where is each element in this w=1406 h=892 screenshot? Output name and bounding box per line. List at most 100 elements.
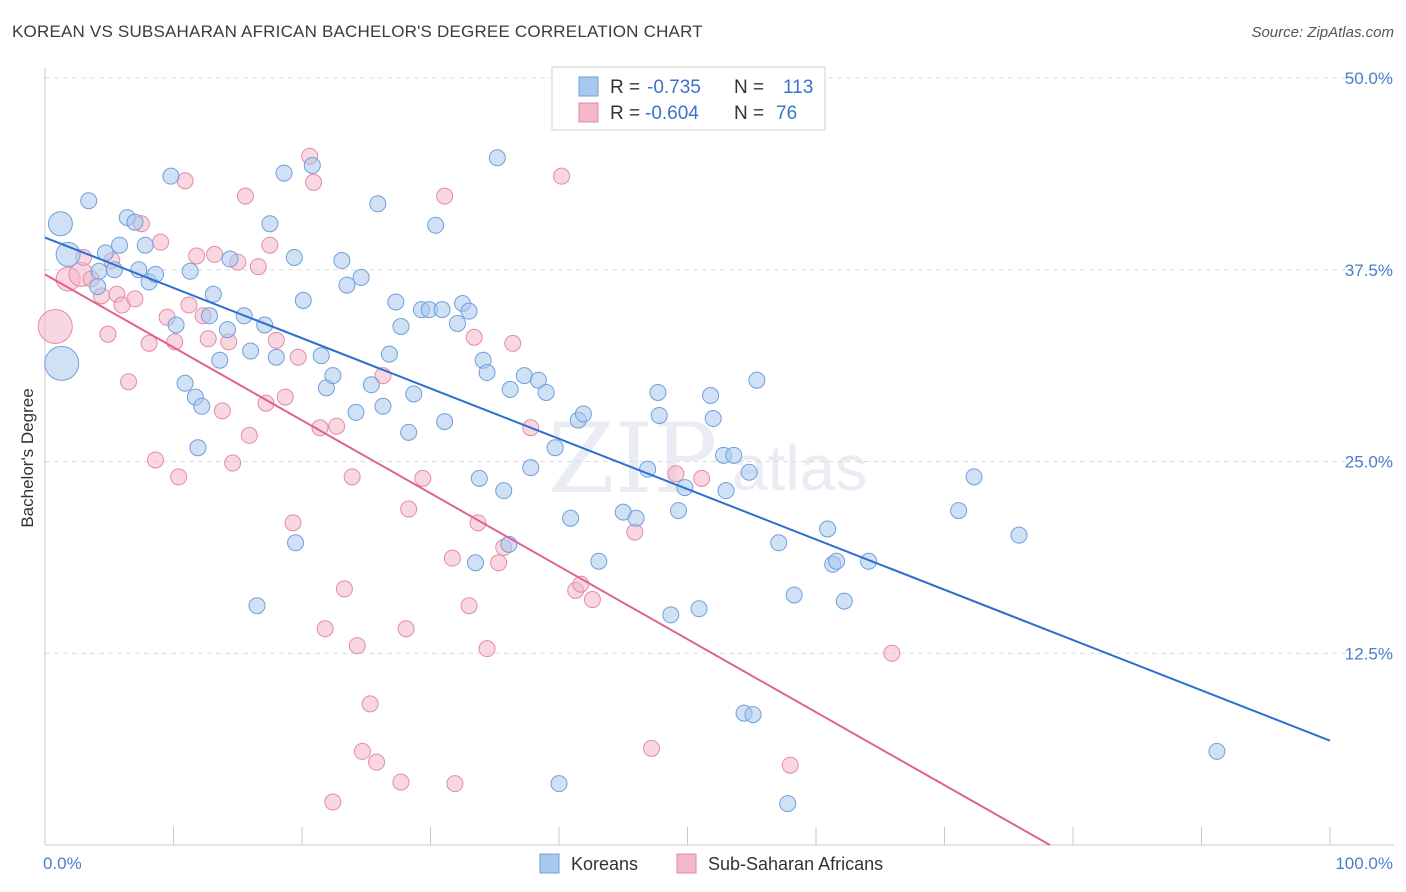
point-sub-saharan-africans <box>140 334 158 352</box>
point-sub-saharan-africans <box>553 167 571 185</box>
point-sub-saharan-africans <box>361 695 379 713</box>
y-tick-label: 37.5% <box>1345 261 1393 280</box>
legend-swatch-african <box>578 102 599 123</box>
point-koreans <box>501 380 519 398</box>
point-sub-saharan-africans <box>126 290 144 308</box>
y-tick-labels: 12.5% 25.0% 37.5% 50.0% <box>1345 69 1393 663</box>
point-sub-saharan-africans <box>37 309 73 345</box>
point-sub-saharan-africans <box>478 640 496 658</box>
point-koreans <box>1010 526 1028 544</box>
legend-r-label-koreans: R = <box>610 77 640 98</box>
point-koreans <box>176 374 194 392</box>
point-sub-saharan-africans <box>643 739 661 757</box>
point-koreans <box>662 606 680 624</box>
point-koreans <box>436 413 454 431</box>
point-koreans <box>387 293 405 311</box>
point-koreans <box>704 410 722 428</box>
point-koreans <box>374 397 392 415</box>
point-sub-saharan-africans <box>267 331 285 349</box>
point-koreans <box>495 482 513 500</box>
point-koreans <box>338 276 356 294</box>
point-sub-saharan-africans <box>328 417 346 435</box>
point-sub-saharan-africans <box>170 468 188 486</box>
point-koreans <box>650 406 668 424</box>
point-koreans <box>639 460 657 478</box>
chart-title: KOREAN VS SUBSAHARAN AFRICAN BACHELOR'S … <box>12 22 703 41</box>
point-sub-saharan-africans <box>120 373 138 391</box>
point-koreans <box>352 268 370 286</box>
point-sub-saharan-africans <box>199 330 217 348</box>
point-sub-saharan-africans <box>400 500 418 518</box>
point-koreans <box>522 459 540 477</box>
x-tick-label-max: 100.0% <box>1335 854 1393 873</box>
trend-line-sub-saharan-africans <box>44 273 1051 846</box>
point-koreans <box>478 364 496 382</box>
point-koreans <box>427 216 445 234</box>
point-koreans <box>312 347 330 365</box>
point-koreans <box>740 463 758 481</box>
bottom-legend-african: Sub-Saharan Africans <box>708 854 883 874</box>
point-koreans <box>111 236 129 254</box>
point-koreans <box>690 600 708 618</box>
legend-r-value-african: -0.604 <box>645 103 699 124</box>
point-sub-saharan-africans <box>397 620 415 638</box>
point-koreans <box>670 502 688 520</box>
point-koreans <box>779 795 797 813</box>
axes <box>44 68 1394 846</box>
point-koreans <box>466 554 484 572</box>
legend-n-label-koreans: N = <box>734 77 764 98</box>
point-koreans <box>362 376 380 394</box>
point-koreans <box>819 520 837 538</box>
point-koreans <box>136 236 154 254</box>
y-tick-label: 25.0% <box>1345 453 1393 472</box>
point-koreans <box>347 403 365 421</box>
point-koreans <box>515 367 533 385</box>
y-tick-label: 12.5% <box>1345 644 1393 663</box>
point-sub-saharan-africans <box>583 591 601 609</box>
point-koreans <box>275 164 293 182</box>
point-sub-saharan-africans <box>446 775 464 793</box>
x-tick-label-min: 0.0% <box>43 854 82 873</box>
legend-r-value-koreans: -0.735 <box>647 77 701 98</box>
point-koreans <box>860 552 878 570</box>
point-koreans <box>126 213 144 231</box>
point-sub-saharan-africans <box>504 334 522 352</box>
point-koreans <box>460 302 478 320</box>
x-tick-labels: 0.0% 100.0% <box>43 854 1393 873</box>
point-koreans <box>744 706 762 724</box>
point-sub-saharan-africans <box>490 554 508 572</box>
point-koreans <box>828 552 846 570</box>
point-koreans <box>267 348 285 366</box>
point-sub-saharan-africans <box>276 388 294 406</box>
bottom-legend-swatch-koreans <box>539 853 560 874</box>
point-koreans <box>204 285 222 303</box>
legend-n-value-african: 76 <box>776 103 797 124</box>
point-koreans <box>211 351 229 369</box>
point-koreans <box>950 502 968 520</box>
point-sub-saharan-africans <box>206 245 224 263</box>
point-koreans <box>529 371 547 389</box>
trend-lines <box>44 236 1331 846</box>
point-koreans <box>550 775 568 793</box>
point-koreans <box>167 316 185 334</box>
point-koreans <box>90 262 108 280</box>
point-koreans <box>702 387 720 405</box>
point-koreans <box>294 291 312 309</box>
point-koreans <box>537 383 555 401</box>
point-sub-saharan-africans <box>353 742 371 760</box>
point-sub-saharan-africans <box>465 328 483 346</box>
watermark: ZIP atlas <box>548 403 867 515</box>
point-sub-saharan-africans <box>348 637 366 655</box>
point-sub-saharan-africans <box>343 468 361 486</box>
point-sub-saharan-africans <box>443 549 461 567</box>
point-koreans <box>193 397 211 415</box>
point-sub-saharan-africans <box>240 426 258 444</box>
point-koreans <box>649 383 667 401</box>
point-koreans <box>189 439 207 457</box>
point-koreans <box>725 446 743 464</box>
point-sub-saharan-africans <box>213 402 231 420</box>
point-sub-saharan-africans <box>180 296 198 314</box>
point-sub-saharan-africans <box>693 469 711 487</box>
point-koreans <box>717 482 735 500</box>
